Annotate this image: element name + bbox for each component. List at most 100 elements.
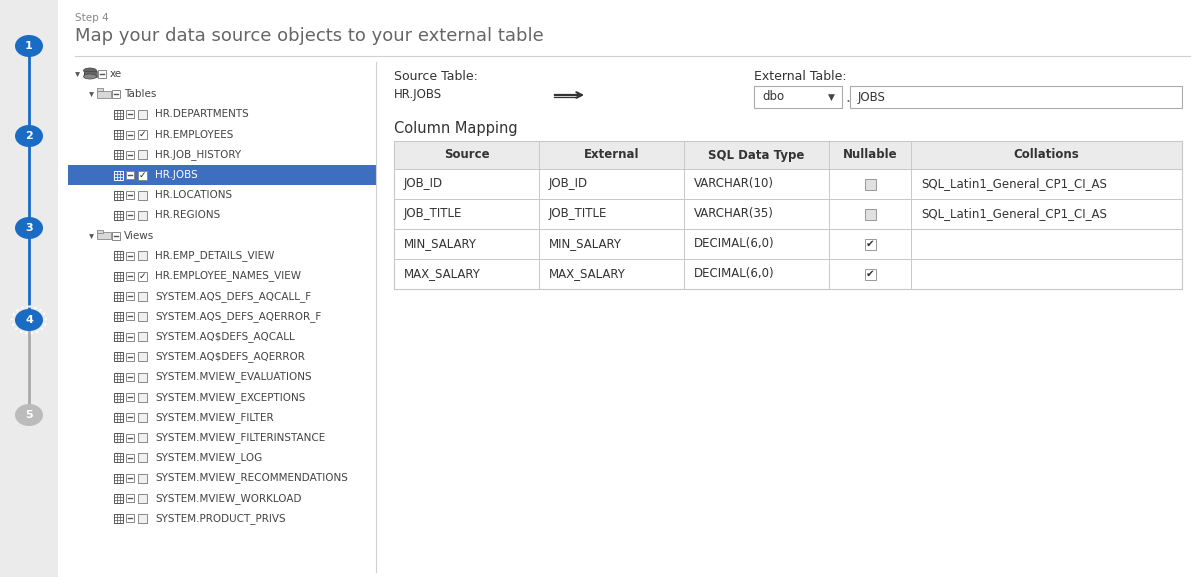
Bar <box>126 393 134 401</box>
Text: MIN_SALARY: MIN_SALARY <box>404 238 478 250</box>
Text: 5: 5 <box>25 410 32 420</box>
Bar <box>97 91 112 98</box>
Text: JOB_TITLE: JOB_TITLE <box>550 208 607 220</box>
Bar <box>138 170 146 179</box>
Bar <box>126 171 134 179</box>
Text: DECIMAL(6,0): DECIMAL(6,0) <box>694 268 775 280</box>
Bar <box>394 259 1182 289</box>
Bar <box>138 474 146 482</box>
Text: Source Table:: Source Table: <box>394 70 478 83</box>
Bar <box>97 88 103 91</box>
Bar <box>126 413 134 421</box>
Text: ▼: ▼ <box>828 92 834 102</box>
Bar <box>394 199 1182 229</box>
Bar <box>114 130 122 139</box>
Ellipse shape <box>84 68 96 73</box>
Text: Column Mapping: Column Mapping <box>394 121 517 136</box>
Bar <box>0 0 58 577</box>
Text: Tables: Tables <box>124 89 156 99</box>
Bar <box>114 150 122 159</box>
Text: MAX_SALARY: MAX_SALARY <box>404 268 481 280</box>
Bar <box>126 110 134 118</box>
Text: SYSTEM.MVIEW_EVALUATIONS: SYSTEM.MVIEW_EVALUATIONS <box>155 372 312 383</box>
Bar <box>114 393 122 402</box>
Bar <box>126 151 134 159</box>
Text: JOB_ID: JOB_ID <box>404 178 443 190</box>
Bar <box>138 514 146 523</box>
Bar <box>114 433 122 442</box>
Bar <box>138 433 146 442</box>
Text: HR.JOBS: HR.JOBS <box>155 170 198 180</box>
Text: Collations: Collations <box>1014 148 1079 162</box>
Bar <box>114 353 122 361</box>
Bar <box>126 515 134 522</box>
Text: External: External <box>583 148 640 162</box>
Bar <box>138 252 146 260</box>
Bar <box>138 393 146 402</box>
Bar <box>850 86 1182 108</box>
Bar <box>126 353 134 361</box>
Bar <box>114 252 122 260</box>
Text: HR.JOB_HISTORY: HR.JOB_HISTORY <box>155 149 241 160</box>
Text: HR.EMPLOYEES: HR.EMPLOYEES <box>155 130 233 140</box>
Bar <box>138 454 146 462</box>
Bar <box>126 191 134 199</box>
Text: SQL_Latin1_General_CP1_CI_AS: SQL_Latin1_General_CP1_CI_AS <box>922 178 1106 190</box>
Text: Source: Source <box>444 148 490 162</box>
Text: Nullable: Nullable <box>842 148 898 162</box>
Text: Views: Views <box>124 231 155 241</box>
Text: 2: 2 <box>25 131 32 141</box>
Bar <box>114 454 122 462</box>
Text: Step 4: Step 4 <box>74 13 109 23</box>
Text: SYSTEM.MVIEW_RECOMMENDATIONS: SYSTEM.MVIEW_RECOMMENDATIONS <box>155 473 348 484</box>
Bar <box>114 413 122 422</box>
Bar <box>138 191 146 200</box>
Text: SYSTEM.MVIEW_EXCEPTIONS: SYSTEM.MVIEW_EXCEPTIONS <box>155 392 305 403</box>
Bar <box>126 292 134 300</box>
Bar <box>864 268 876 279</box>
Bar <box>114 191 122 200</box>
Bar <box>126 332 134 340</box>
Bar <box>138 130 146 139</box>
Text: HR.LOCATIONS: HR.LOCATIONS <box>155 190 232 200</box>
Bar <box>864 238 876 249</box>
Text: SYSTEM.AQS_DEFS_AQCALL_F: SYSTEM.AQS_DEFS_AQCALL_F <box>155 291 311 302</box>
Text: HR.REGIONS: HR.REGIONS <box>155 211 221 220</box>
Text: 4: 4 <box>25 315 32 325</box>
Bar <box>84 70 96 77</box>
Bar <box>864 178 876 189</box>
Text: MIN_SALARY: MIN_SALARY <box>550 238 622 250</box>
Text: 1: 1 <box>25 41 32 51</box>
Bar <box>114 373 122 381</box>
Bar <box>97 232 112 239</box>
Bar <box>138 292 146 301</box>
Text: VARCHAR(10): VARCHAR(10) <box>694 178 774 190</box>
Ellipse shape <box>14 309 43 331</box>
Bar <box>864 208 876 219</box>
Text: ▴: ▴ <box>90 231 95 241</box>
Text: SYSTEM.MVIEW_FILTERINSTANCE: SYSTEM.MVIEW_FILTERINSTANCE <box>155 432 325 443</box>
Bar <box>126 494 134 502</box>
Text: Map your data source objects to your external table: Map your data source objects to your ext… <box>74 27 544 45</box>
Text: SYSTEM.AQ$DEFS_AQERROR: SYSTEM.AQ$DEFS_AQERROR <box>155 351 305 362</box>
Bar <box>126 433 134 441</box>
Bar <box>114 110 122 119</box>
Bar <box>68 166 376 185</box>
Bar <box>114 292 122 301</box>
Text: External Table:: External Table: <box>754 70 847 83</box>
Text: 3: 3 <box>25 223 32 233</box>
Text: MAX_SALARY: MAX_SALARY <box>550 268 626 280</box>
Bar <box>138 373 146 381</box>
Bar <box>138 332 146 341</box>
Text: JOB_TITLE: JOB_TITLE <box>404 208 462 220</box>
Bar <box>114 514 122 523</box>
Bar <box>114 332 122 341</box>
Text: SYSTEM.MVIEW_LOG: SYSTEM.MVIEW_LOG <box>155 452 263 463</box>
Bar <box>394 229 1182 259</box>
Text: ▴: ▴ <box>90 89 95 99</box>
Text: ✓: ✓ <box>138 170 145 179</box>
Ellipse shape <box>84 74 96 79</box>
Bar <box>114 170 122 179</box>
Text: SYSTEM.PRODUCT_PRIVS: SYSTEM.PRODUCT_PRIVS <box>155 513 286 524</box>
Bar <box>138 494 146 503</box>
